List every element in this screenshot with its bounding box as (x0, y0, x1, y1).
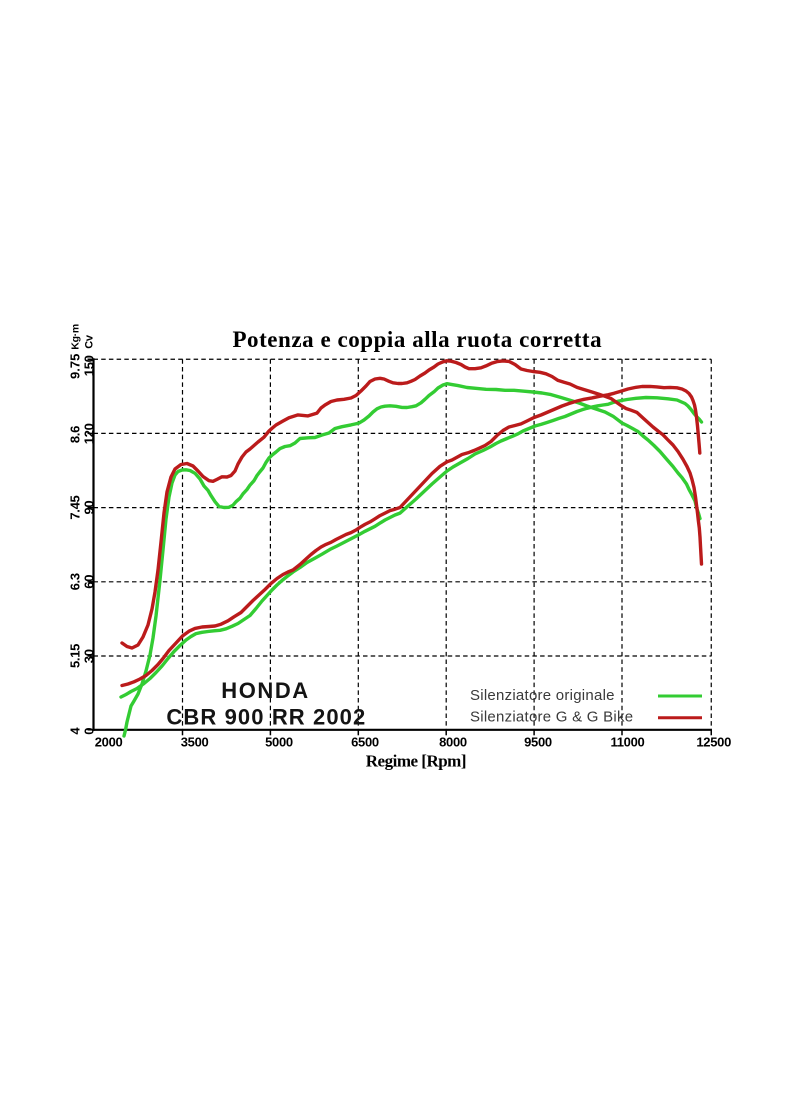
svg-text:7.45: 7.45 (67, 495, 82, 519)
svg-text:6500: 6500 (351, 735, 379, 750)
svg-text:30: 30 (82, 649, 97, 663)
svg-text:6.3: 6.3 (67, 573, 82, 590)
svg-text:150: 150 (82, 355, 97, 376)
svg-text:CBR 900 RR 2002: CBR 900 RR 2002 (166, 705, 366, 730)
svg-text:5000: 5000 (265, 735, 293, 750)
svg-text:9.75: 9.75 (68, 354, 83, 379)
svg-text:12500: 12500 (696, 735, 731, 750)
svg-text:60: 60 (82, 575, 97, 589)
svg-text:8.6: 8.6 (67, 426, 82, 443)
svg-text:9500: 9500 (524, 735, 552, 750)
svg-text:90: 90 (82, 501, 97, 515)
svg-text:3500: 3500 (181, 735, 209, 750)
svg-text:2000: 2000 (95, 735, 123, 750)
svg-text:Kg·m: Kg·m (70, 324, 82, 350)
svg-text:Silenziatore originale: Silenziatore originale (470, 687, 615, 704)
svg-text:11000: 11000 (611, 735, 645, 750)
svg-text:Regime [Rpm]: Regime [Rpm] (366, 752, 466, 771)
svg-text:Silenziatore G & G Bike: Silenziatore G & G Bike (470, 709, 633, 726)
svg-text:8000: 8000 (439, 735, 467, 750)
svg-text:HONDA: HONDA (221, 678, 309, 703)
svg-text:120: 120 (82, 423, 97, 444)
svg-text:Cv: Cv (84, 334, 96, 349)
svg-text:0: 0 (82, 728, 97, 735)
svg-text:Potenza e coppia alla ruota co: Potenza e coppia alla ruota corretta (232, 327, 602, 352)
svg-text:5.15: 5.15 (67, 644, 82, 668)
svg-text:4: 4 (67, 727, 82, 735)
